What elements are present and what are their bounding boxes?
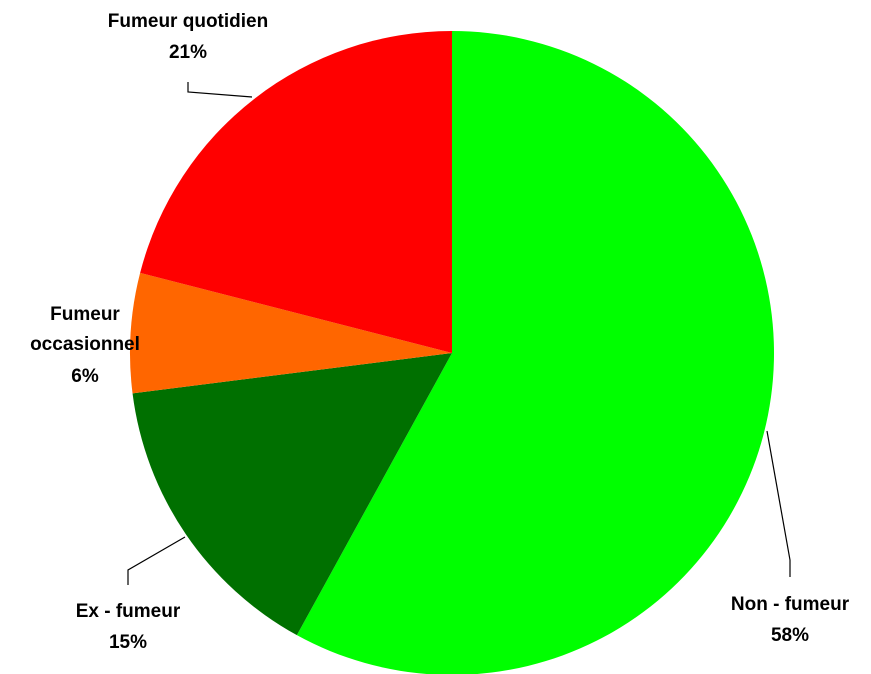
slice-percent-non-fumeur: 58% bbox=[771, 625, 809, 646]
pie-slice-ex-fumeur bbox=[132, 353, 453, 636]
slice-labels: Non - fumeur 58% Ex - fumeur 15% Fumeur … bbox=[30, 11, 850, 653]
pie-slice-fumeur-occasionnel bbox=[130, 272, 453, 394]
pie-slice-fumeur-quotidien bbox=[140, 31, 452, 353]
pie-slice-non-fumeur bbox=[296, 31, 775, 674]
slice-percent-ex-fumeur: 15% bbox=[109, 632, 147, 653]
slice-label-fumeur-occasionnel-line2: occasionnel bbox=[30, 334, 140, 355]
leader-line-non-fumeur bbox=[766, 430, 791, 577]
slice-label-fumeur-occasionnel-line1: Fumeur bbox=[50, 304, 120, 325]
slice-label-ex-fumeur: Ex - fumeur bbox=[76, 601, 181, 622]
leader-line-ex-fumeur bbox=[127, 536, 186, 585]
slice-percent-fumeur-occasionnel: 6% bbox=[71, 366, 99, 387]
leader-line-fumeur-quotidien bbox=[187, 82, 253, 98]
leader-lines bbox=[127, 82, 791, 585]
slice-label-non-fumeur: Non - fumeur bbox=[731, 594, 850, 615]
slice-label-fumeur-quotidien: Fumeur quotidien bbox=[108, 11, 268, 32]
pie-slices bbox=[130, 31, 775, 674]
slice-percent-fumeur-quotidien: 21% bbox=[169, 42, 207, 63]
